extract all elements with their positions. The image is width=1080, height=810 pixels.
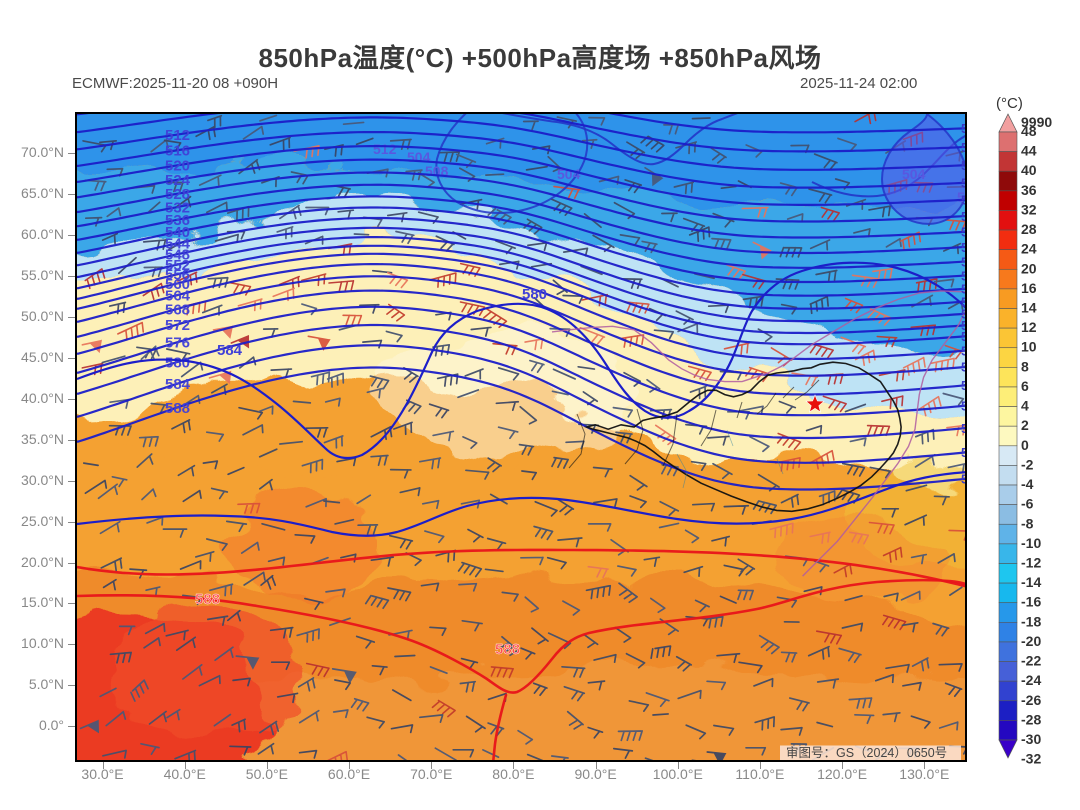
svg-text:5: 5 — [961, 360, 967, 375]
svg-text:16: 16 — [1021, 280, 1037, 296]
svg-text:5: 5 — [961, 193, 967, 208]
svg-text:-32: -32 — [1021, 751, 1041, 767]
svg-text:5: 5 — [961, 471, 967, 486]
svg-text:588: 588 — [195, 591, 220, 608]
svg-text:576: 576 — [165, 335, 190, 352]
svg-text:-2: -2 — [1021, 456, 1034, 472]
svg-text:5: 5 — [961, 445, 967, 460]
svg-text:5: 5 — [961, 114, 967, 117]
svg-text:-26: -26 — [1021, 692, 1041, 708]
svg-text:-16: -16 — [1021, 594, 1041, 610]
svg-text:-10: -10 — [1021, 535, 1041, 551]
svg-text:32: 32 — [1021, 202, 1037, 218]
svg-text:-8: -8 — [1021, 515, 1034, 531]
svg-text:-12: -12 — [1021, 555, 1041, 571]
svg-text:5: 5 — [961, 140, 967, 155]
svg-text:512: 512 — [373, 141, 397, 157]
svg-text:-14: -14 — [1021, 574, 1041, 590]
svg-text:-20: -20 — [1021, 633, 1041, 649]
svg-text:48: 48 — [1021, 123, 1037, 139]
svg-text:-30: -30 — [1021, 731, 1041, 747]
svg-text:5: 5 — [961, 254, 967, 269]
svg-text:512: 512 — [165, 127, 190, 144]
svg-text:4: 4 — [1021, 398, 1029, 414]
svg-text:40: 40 — [1021, 162, 1037, 178]
svg-text:12: 12 — [1021, 319, 1037, 335]
svg-text:5: 5 — [961, 176, 967, 191]
svg-text:5: 5 — [961, 158, 967, 173]
svg-text:-6: -6 — [1021, 496, 1034, 512]
svg-text:-28: -28 — [1021, 711, 1041, 727]
svg-text:5: 5 — [961, 225, 967, 240]
svg-text:-18: -18 — [1021, 613, 1041, 629]
svg-text:568: 568 — [165, 301, 190, 318]
svg-text:8: 8 — [1021, 358, 1029, 374]
svg-text:5: 5 — [961, 378, 967, 393]
svg-text:5: 5 — [961, 398, 967, 413]
svg-text:10: 10 — [1021, 339, 1037, 355]
svg-text:588: 588 — [495, 641, 520, 658]
svg-text:36: 36 — [1021, 182, 1037, 198]
svg-text:5: 5 — [961, 329, 967, 344]
svg-text:14: 14 — [1021, 300, 1037, 316]
svg-text:572: 572 — [165, 317, 190, 334]
svg-text:6: 6 — [1021, 378, 1029, 394]
svg-text:-24: -24 — [1021, 672, 1041, 688]
svg-text:28: 28 — [1021, 221, 1037, 237]
svg-text:5: 5 — [961, 121, 967, 136]
svg-text:-22: -22 — [1021, 653, 1041, 669]
svg-text:5: 5 — [961, 421, 967, 436]
svg-text:20: 20 — [1021, 260, 1037, 276]
svg-text:5: 5 — [961, 209, 967, 224]
svg-text:580: 580 — [165, 355, 190, 372]
svg-text:5: 5 — [961, 240, 967, 255]
svg-text:584: 584 — [217, 342, 243, 359]
svg-text:5: 5 — [961, 343, 967, 358]
svg-text:584: 584 — [165, 376, 191, 393]
svg-text:审图号：GS（2024）0650号: 审图号：GS（2024）0650号 — [786, 745, 947, 760]
svg-text:24: 24 — [1021, 241, 1037, 257]
svg-text:44: 44 — [1021, 143, 1037, 159]
svg-text:0: 0 — [1021, 437, 1029, 453]
svg-text:588: 588 — [165, 400, 190, 417]
svg-text:-4: -4 — [1021, 476, 1034, 492]
svg-text:580: 580 — [522, 286, 547, 303]
svg-text:2: 2 — [1021, 417, 1029, 433]
